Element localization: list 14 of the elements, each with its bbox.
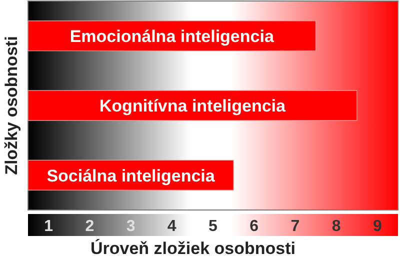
- x-tick-label: 5: [208, 218, 218, 235]
- x-tick-label: 1: [44, 218, 54, 235]
- y-tick-label: Sociálna inteligencia: [46, 166, 216, 186]
- x-tick-label: 2: [85, 218, 94, 235]
- y-tick-label: Emocionálna inteligencia: [70, 26, 274, 46]
- x-tick-label: 3: [126, 218, 136, 235]
- x-tick-label: 8: [332, 218, 341, 235]
- y-tick-label: Kognitívna inteligencia: [99, 96, 286, 116]
- x-tick-label: 9: [372, 218, 382, 235]
- x-tick-label: 7: [290, 218, 300, 235]
- x-tick-label: 4: [167, 218, 176, 235]
- x-axis-title: Úroveň zložiek osobnosti: [90, 238, 296, 258]
- x-tick-label: 6: [250, 218, 259, 235]
- y-axis-title: Zložky osobnosti: [2, 36, 21, 175]
